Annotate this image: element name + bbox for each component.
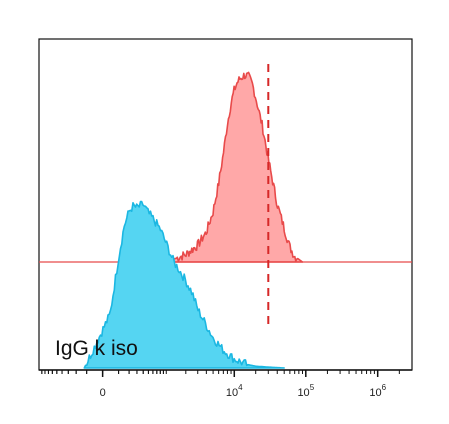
- x-tick-label: 0: [100, 387, 106, 399]
- x-tick-label: 104: [226, 383, 243, 399]
- x-tick-label: 105: [297, 383, 314, 399]
- x-tick-label: 106: [369, 383, 386, 399]
- histogram-area-2: [83, 200, 285, 369]
- x-axis: 0 104 105 106: [39, 369, 412, 399]
- series-layer: [39, 71, 412, 369]
- histogram-series-2: [83, 200, 285, 369]
- sample-annotation: IgG k iso: [55, 337, 138, 360]
